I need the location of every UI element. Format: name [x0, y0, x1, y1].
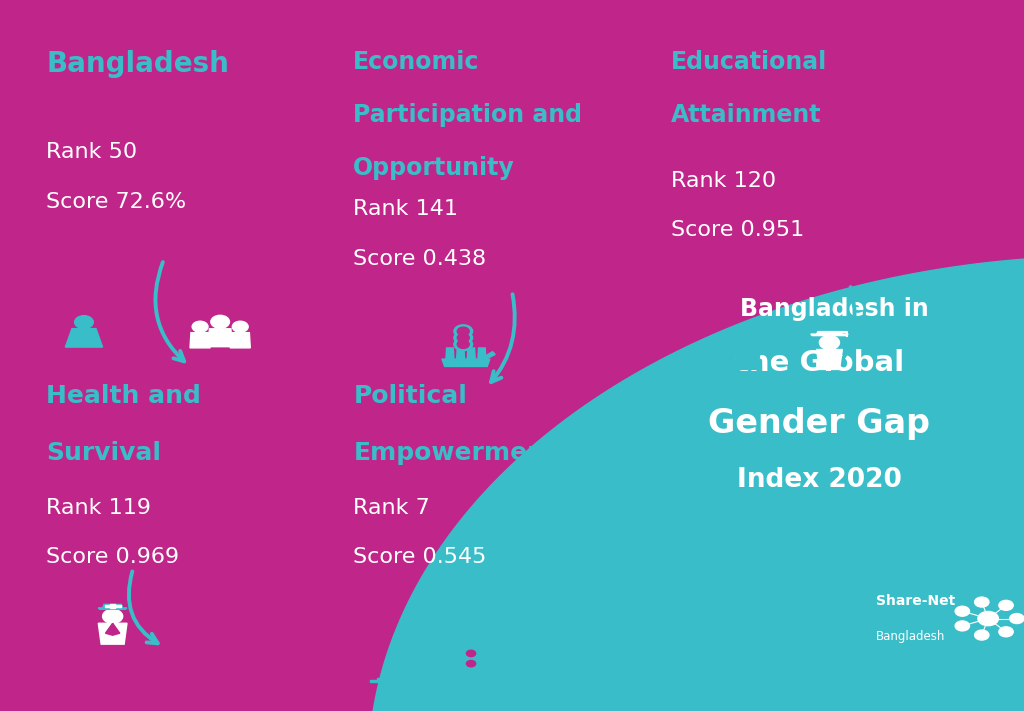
- Polygon shape: [401, 670, 541, 675]
- Polygon shape: [729, 334, 766, 336]
- Text: Rank 50: Rank 50: [46, 142, 137, 162]
- Text: Survival: Survival: [46, 441, 161, 465]
- Text: Rank 141: Rank 141: [353, 199, 459, 219]
- Circle shape: [978, 611, 998, 626]
- Text: Political: Political: [353, 384, 467, 408]
- Polygon shape: [508, 655, 538, 670]
- Circle shape: [955, 606, 970, 616]
- Circle shape: [454, 338, 473, 351]
- Text: Score 72.6%: Score 72.6%: [46, 192, 186, 212]
- Text: Score 0.545: Score 0.545: [353, 547, 486, 567]
- Circle shape: [454, 331, 473, 344]
- Circle shape: [975, 597, 989, 607]
- Text: Rank 120: Rank 120: [671, 171, 776, 191]
- Polygon shape: [66, 328, 102, 347]
- Text: Score 0.969: Score 0.969: [46, 547, 179, 567]
- Text: Attainment: Attainment: [671, 103, 821, 127]
- Circle shape: [454, 325, 473, 338]
- Circle shape: [1010, 614, 1024, 624]
- Polygon shape: [816, 331, 843, 334]
- Circle shape: [975, 630, 989, 640]
- Polygon shape: [102, 604, 123, 608]
- Polygon shape: [432, 652, 458, 670]
- Polygon shape: [485, 646, 508, 652]
- Text: Rank 119: Rank 119: [46, 498, 152, 518]
- Text: Gender Gap: Gender Gap: [709, 407, 930, 439]
- Polygon shape: [98, 608, 127, 609]
- Circle shape: [737, 336, 758, 350]
- Circle shape: [955, 621, 970, 631]
- Polygon shape: [113, 624, 120, 635]
- Polygon shape: [484, 652, 510, 670]
- Polygon shape: [734, 331, 761, 334]
- Text: Score 0.951: Score 0.951: [671, 220, 804, 240]
- Polygon shape: [369, 256, 1024, 711]
- Circle shape: [998, 600, 1013, 610]
- Circle shape: [211, 316, 229, 328]
- Circle shape: [458, 340, 469, 348]
- Text: Opportunity: Opportunity: [353, 156, 515, 181]
- Polygon shape: [442, 359, 489, 366]
- Polygon shape: [457, 638, 485, 647]
- Polygon shape: [377, 678, 565, 680]
- Circle shape: [467, 661, 475, 667]
- Polygon shape: [816, 350, 843, 370]
- Polygon shape: [483, 352, 496, 360]
- Polygon shape: [811, 334, 848, 336]
- Polygon shape: [208, 328, 232, 347]
- Text: Educational: Educational: [671, 50, 827, 74]
- Text: Economic: Economic: [353, 50, 479, 74]
- Polygon shape: [467, 348, 475, 359]
- Text: Health and: Health and: [46, 384, 201, 408]
- Polygon shape: [458, 647, 484, 670]
- Text: Score 0.438: Score 0.438: [353, 249, 486, 269]
- Text: the Global: the Global: [734, 348, 904, 377]
- Text: Empowerment: Empowerment: [353, 441, 557, 465]
- Polygon shape: [404, 655, 434, 670]
- Circle shape: [102, 609, 123, 624]
- Polygon shape: [370, 680, 572, 682]
- Polygon shape: [190, 333, 210, 348]
- Polygon shape: [230, 333, 250, 348]
- Polygon shape: [446, 348, 454, 359]
- Circle shape: [232, 321, 248, 332]
- Circle shape: [819, 336, 840, 350]
- Polygon shape: [407, 648, 432, 655]
- Circle shape: [998, 627, 1013, 637]
- Text: Rank 7: Rank 7: [353, 498, 430, 518]
- Text: Bangladesh: Bangladesh: [46, 50, 229, 77]
- Circle shape: [75, 316, 93, 328]
- Polygon shape: [98, 624, 127, 644]
- Polygon shape: [510, 648, 536, 655]
- Polygon shape: [105, 624, 113, 635]
- Polygon shape: [434, 646, 457, 652]
- Circle shape: [458, 327, 469, 336]
- Polygon shape: [384, 676, 558, 678]
- Text: Participation and: Participation and: [353, 103, 583, 127]
- Text: Index 2020: Index 2020: [736, 467, 902, 493]
- Polygon shape: [478, 348, 486, 359]
- Circle shape: [467, 650, 475, 657]
- Text: Bangladesh: Bangladesh: [876, 630, 945, 643]
- Text: Share-Net: Share-Net: [876, 594, 954, 608]
- Polygon shape: [734, 350, 761, 370]
- Text: Bangladesh in: Bangladesh in: [740, 297, 929, 321]
- Polygon shape: [104, 605, 121, 606]
- Circle shape: [458, 333, 469, 342]
- Circle shape: [193, 321, 208, 332]
- Polygon shape: [111, 604, 115, 608]
- Polygon shape: [457, 348, 465, 359]
